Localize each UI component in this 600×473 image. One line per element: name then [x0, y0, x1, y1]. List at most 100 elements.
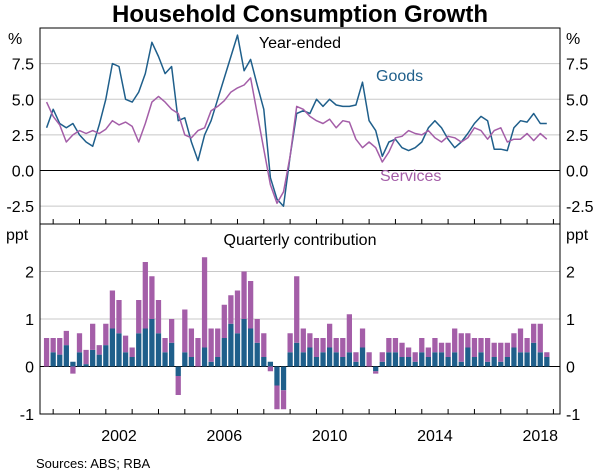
bar-services: [445, 342, 451, 357]
bar-goods: [96, 354, 102, 367]
bar-goods: [478, 352, 484, 367]
bar-goods: [175, 366, 181, 376]
bar-goods: [399, 357, 405, 367]
bar-goods: [261, 357, 267, 367]
bar-goods: [155, 333, 162, 367]
top-y-tick-right: 0.0: [566, 164, 588, 181]
bar-services: [425, 347, 431, 357]
bar-services: [419, 338, 425, 353]
bar-services: [169, 319, 175, 343]
bar-services: [313, 338, 320, 357]
bar-services: [438, 342, 445, 353]
bar-goods: [215, 357, 221, 367]
bar-goods: [109, 328, 116, 367]
bar-services: [215, 328, 221, 357]
bar-goods: [537, 352, 543, 367]
bar-services: [511, 333, 517, 348]
bar-goods: [116, 333, 122, 367]
bar-goods: [221, 338, 227, 367]
bar-goods: [57, 354, 63, 367]
bar-services: [412, 352, 418, 362]
bar-services: [524, 338, 530, 353]
bar-goods: [228, 323, 234, 367]
bar-services: [109, 290, 116, 329]
bar-goods: [149, 319, 155, 367]
series-line-services: [45, 77, 548, 205]
bar-services: [346, 314, 352, 353]
top-gridlines: [40, 63, 560, 207]
bar-services: [353, 352, 359, 362]
bottom-stacked-bars: [43, 257, 550, 410]
bar-goods: [254, 342, 260, 367]
bar-goods: [300, 352, 306, 367]
bar-goods: [452, 352, 458, 367]
bar-services: [221, 304, 227, 338]
bar-services: [43, 338, 50, 367]
x-axis-ticks: 2002 2006 2010 2014 2018: [52, 219, 558, 445]
bar-goods: [162, 352, 168, 367]
bar-goods: [287, 352, 293, 367]
source-note: Sources: ABS; RBA: [36, 456, 150, 471]
bottom-y-tick-right: -1: [566, 407, 580, 424]
bar-goods: [359, 347, 366, 367]
bar-services: [452, 328, 458, 353]
bar-goods: [169, 342, 175, 367]
bottom-y-tick-left: -1: [20, 407, 34, 424]
bar-services: [294, 276, 300, 343]
bar-services: [254, 319, 260, 343]
bar-services: [90, 323, 96, 350]
bar-goods: [294, 342, 300, 367]
bar-goods: [438, 352, 445, 367]
bar-services: [544, 352, 550, 357]
bar-services: [76, 333, 83, 353]
bar-goods: [234, 333, 241, 367]
bar-services: [517, 328, 524, 353]
bar-goods: [280, 366, 287, 391]
bar-goods: [412, 361, 418, 367]
bottom-y-tick-left: 1: [25, 312, 34, 329]
bar-services: [155, 300, 162, 334]
bar-goods: [373, 366, 379, 372]
bar-services: [484, 338, 491, 362]
bar-goods: [419, 352, 425, 367]
x-tick-label: 2014: [417, 428, 453, 445]
bar-services: [103, 323, 109, 346]
bar-goods: [386, 352, 392, 367]
bottom-y-tick-labels: 2 2 1 1 0 0 -1 -1: [20, 265, 581, 425]
bar-goods: [326, 347, 333, 367]
bar-goods: [208, 361, 214, 367]
bottom-y-tick-left: 2: [25, 265, 34, 282]
bar-goods: [248, 328, 254, 367]
bar-services: [267, 366, 274, 372]
bar-goods: [83, 364, 89, 367]
bar-services: [63, 330, 69, 346]
top-y-tick-left: 7.5: [12, 57, 34, 74]
bar-services: [50, 338, 56, 353]
bar-services: [195, 338, 201, 367]
bar-services: [136, 300, 142, 334]
bar-services: [188, 328, 195, 357]
x-tick-label: 2010: [312, 428, 348, 445]
bar-services: [261, 333, 267, 357]
bar-services: [326, 323, 333, 348]
bar-services: [162, 338, 168, 353]
bar-goods: [320, 352, 326, 367]
bar-services: [373, 371, 379, 374]
bar-goods: [76, 352, 83, 367]
bar-services: [280, 390, 287, 410]
bar-services: [300, 328, 306, 353]
bar-goods: [524, 352, 530, 367]
bar-goods: [346, 352, 352, 367]
bar-services: [432, 338, 438, 353]
bar-goods: [379, 361, 385, 367]
bar-services: [465, 333, 471, 348]
bar-services: [399, 342, 405, 357]
bottom-unit-right: ppt: [566, 227, 589, 244]
top-y-tick-right: 7.5: [566, 57, 588, 74]
bar-goods: [340, 357, 346, 367]
panel-year-ended: % % Year-ended 7.5 7.5 5.0 5.0 2.5 2.5 0.0 0.0 -…: [6, 27, 594, 225]
bar-services: [340, 338, 346, 357]
bar-services: [201, 257, 208, 348]
bar-services: [175, 376, 181, 395]
goods-series-label: Goods: [376, 68, 423, 85]
